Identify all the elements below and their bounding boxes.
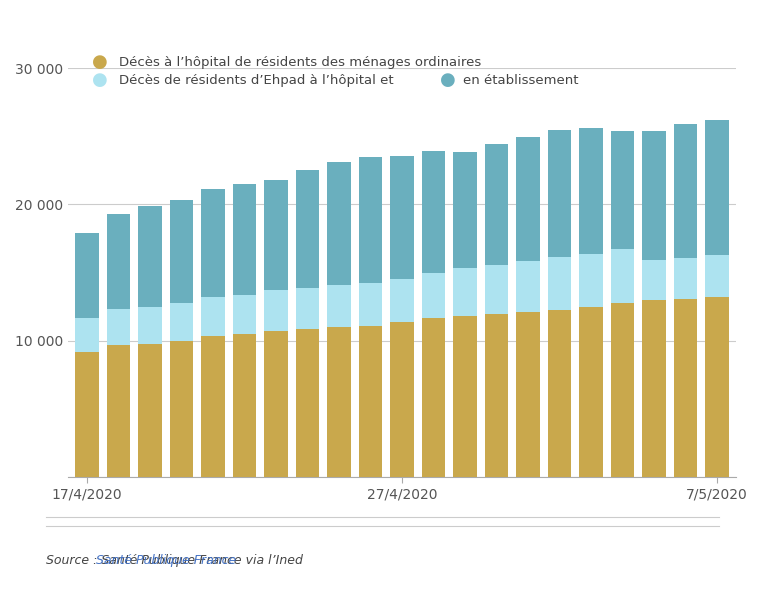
Bar xyxy=(170,341,194,478)
Text: en établissement: en établissement xyxy=(463,74,578,87)
Bar xyxy=(610,249,634,304)
Bar xyxy=(327,162,351,285)
Bar xyxy=(264,290,288,331)
Bar xyxy=(138,345,162,478)
Bar xyxy=(485,264,508,314)
Bar xyxy=(705,296,729,478)
Bar xyxy=(359,283,382,326)
Bar xyxy=(138,206,162,308)
Bar xyxy=(610,304,634,478)
Bar xyxy=(233,184,256,295)
Bar xyxy=(422,273,445,318)
Bar xyxy=(453,152,477,268)
Bar xyxy=(642,131,666,260)
Bar xyxy=(233,295,256,334)
Text: ●: ● xyxy=(440,71,455,89)
Bar xyxy=(453,315,477,478)
Bar xyxy=(548,309,571,478)
Bar xyxy=(170,304,194,341)
Bar xyxy=(390,279,414,323)
Bar xyxy=(170,200,194,304)
Bar xyxy=(201,297,225,336)
Bar xyxy=(106,309,130,345)
Bar xyxy=(75,318,99,352)
Bar xyxy=(485,314,508,478)
Bar xyxy=(579,128,603,254)
Text: Santé Publique France: Santé Publique France xyxy=(96,554,236,567)
Bar xyxy=(674,258,698,299)
Bar xyxy=(705,255,729,296)
Bar xyxy=(516,312,540,478)
Bar xyxy=(610,131,634,249)
Bar xyxy=(579,307,603,478)
Bar xyxy=(106,214,130,309)
Bar xyxy=(485,144,508,264)
Bar xyxy=(233,334,256,478)
Bar xyxy=(516,261,540,312)
Bar xyxy=(201,189,225,297)
Bar xyxy=(705,120,729,255)
Bar xyxy=(327,327,351,478)
Text: Source : Santé Publique France via l’Ined: Source : Santé Publique France via l’Ine… xyxy=(46,554,303,567)
Bar xyxy=(516,137,540,261)
Bar xyxy=(359,326,382,478)
Bar xyxy=(296,170,319,287)
Bar xyxy=(75,352,99,478)
Bar xyxy=(642,300,666,478)
Bar xyxy=(75,233,99,318)
Bar xyxy=(296,287,319,329)
Bar xyxy=(422,151,445,273)
Bar xyxy=(548,257,571,309)
Bar xyxy=(453,268,477,315)
Bar xyxy=(674,124,698,258)
Bar xyxy=(422,318,445,478)
Bar xyxy=(674,299,698,478)
Text: Décès à l’hôpital de résidents des ménages ordinaires: Décès à l’hôpital de résidents des ménag… xyxy=(119,56,481,69)
Bar xyxy=(359,157,382,283)
Bar xyxy=(264,180,288,290)
Bar xyxy=(264,331,288,478)
Text: ●: ● xyxy=(92,71,107,89)
Bar xyxy=(296,329,319,478)
Bar xyxy=(642,260,666,300)
Bar xyxy=(579,254,603,307)
Bar xyxy=(390,323,414,478)
Bar xyxy=(327,285,351,327)
Bar xyxy=(390,156,414,279)
Bar xyxy=(201,336,225,478)
Text: Décès de résidents d’Ehpad à l’hôpital et: Décès de résidents d’Ehpad à l’hôpital e… xyxy=(119,74,393,87)
Text: ●: ● xyxy=(92,53,107,71)
Bar xyxy=(106,345,130,478)
Bar xyxy=(548,130,571,257)
Bar xyxy=(138,308,162,345)
